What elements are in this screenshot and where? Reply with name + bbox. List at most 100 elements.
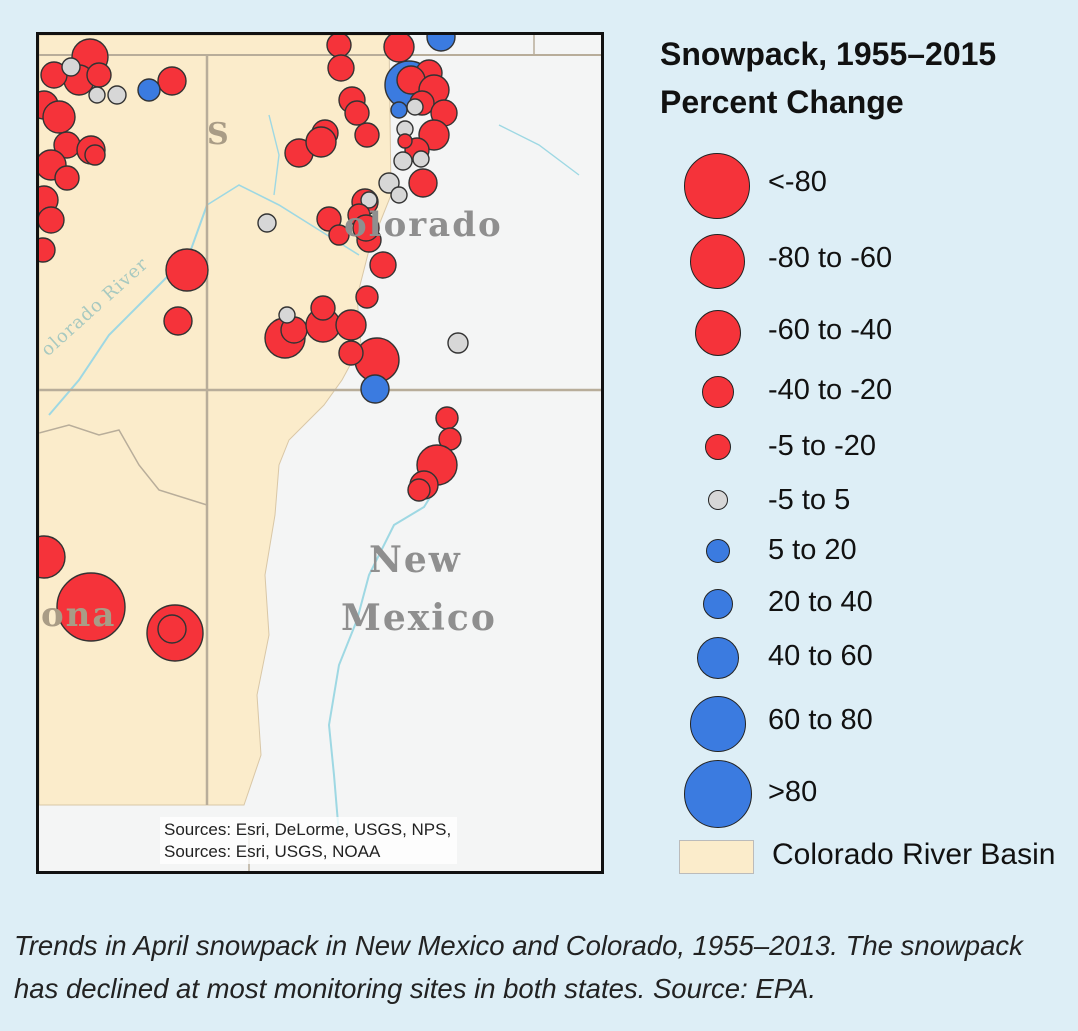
legend-item: >80 — [660, 760, 1060, 830]
station-marker — [338, 340, 364, 366]
legend-label: -60 to -40 — [768, 314, 893, 346]
legend-label: 20 to 40 — [768, 586, 873, 618]
station-marker — [257, 213, 277, 233]
station-marker — [54, 165, 80, 191]
legend-label: 40 to 60 — [768, 640, 873, 672]
river-branch — [268, 114, 280, 196]
station-marker — [107, 85, 127, 105]
station-marker — [61, 57, 81, 77]
legend-title: Snowpack, 1955–2015 Percent Change — [660, 30, 996, 126]
station-marker — [335, 309, 367, 341]
station-marker — [39, 535, 66, 579]
legend-label: -80 to -60 — [768, 242, 893, 274]
station-marker — [406, 98, 424, 116]
station-marker — [435, 406, 459, 430]
legend-title-line: Percent Change — [660, 84, 904, 120]
legend-item: 20 to 40 — [660, 584, 1060, 624]
station-marker — [390, 186, 408, 204]
legend-item: <-80 — [660, 150, 1060, 220]
legend-item: -60 to -40 — [660, 308, 1060, 356]
snowpack-map[interactable]: olorado New Mexico ona S olorado River S… — [36, 32, 604, 874]
sources-line: Sources: Esri, USGS, NOAA — [164, 842, 381, 861]
station-marker — [352, 214, 380, 242]
map-label-utah: S — [207, 117, 231, 152]
station-marker — [316, 206, 342, 232]
legend-title-line: Snowpack, 1955–2015 — [660, 36, 997, 72]
station-marker — [360, 191, 378, 209]
legend-item: 40 to 60 — [660, 634, 1060, 684]
legend-item: 60 to 80 — [660, 694, 1060, 752]
station-marker — [360, 374, 390, 404]
basin-legend-label: Colorado River Basin — [772, 838, 1056, 871]
legend-label: 5 to 20 — [768, 534, 857, 566]
large-red-circle-icon — [684, 153, 750, 219]
map-label-arizona: ona — [41, 595, 117, 635]
station-marker — [165, 248, 209, 292]
station-marker — [88, 86, 106, 104]
station-marker — [397, 133, 413, 149]
station-marker — [407, 478, 431, 502]
station-marker — [393, 151, 413, 171]
map-canvas — [39, 35, 601, 871]
map-label-colorado: olorado — [344, 205, 503, 245]
legend-item: -5 to -20 — [660, 428, 1060, 464]
station-marker — [157, 614, 187, 644]
legend-label: <-80 — [768, 166, 827, 198]
map-label-new: New — [369, 539, 462, 581]
legend-item: -80 to -60 — [660, 232, 1060, 289]
map-label-mexico: Mexico — [341, 597, 497, 639]
station-marker — [305, 126, 337, 158]
station-marker — [447, 332, 469, 354]
station-marker — [355, 285, 379, 309]
station-marker — [163, 306, 193, 336]
station-marker — [56, 572, 126, 642]
small-red-circle-icon — [705, 434, 731, 460]
river-branch — [498, 124, 580, 176]
figure-caption: Trends in April snowpack in New Mexico a… — [14, 930, 1023, 1004]
legend-label: 60 to 80 — [768, 704, 873, 736]
station-marker — [137, 78, 161, 102]
legend-item: -5 to 5 — [660, 482, 1060, 518]
station-marker — [327, 54, 355, 82]
station-marker — [328, 224, 350, 246]
map-sources-attribution: Sources: Esri, DeLorme, USGS, NPS, Sourc… — [160, 817, 458, 864]
station-marker — [383, 35, 415, 63]
county-line — [39, 424, 208, 506]
sources-line: Sources: Esri, DeLorme, USGS, NPS, — [164, 820, 452, 839]
large-blue-circle-icon — [684, 760, 752, 828]
station-marker — [86, 62, 112, 88]
legend-label: -5 to -20 — [768, 430, 876, 462]
station-marker — [39, 206, 65, 234]
monitoring-stations — [39, 35, 469, 662]
legend-label: -5 to 5 — [768, 484, 851, 516]
legend-label: -40 to -20 — [768, 374, 893, 406]
station-marker — [426, 35, 456, 52]
blue-circle-icon — [697, 637, 739, 679]
red-circle-icon — [690, 234, 745, 289]
station-marker — [390, 101, 408, 119]
station-marker — [310, 295, 336, 321]
red-circle-icon — [695, 310, 741, 356]
basin-swatch-icon — [679, 840, 754, 874]
station-marker — [369, 251, 397, 279]
station-marker — [326, 35, 352, 58]
station-marker — [408, 168, 438, 198]
station-marker — [412, 150, 430, 168]
station-marker — [42, 100, 76, 134]
station-marker — [278, 306, 296, 324]
blue-circle-icon — [690, 696, 746, 752]
station-marker — [157, 66, 187, 96]
station-marker — [354, 122, 380, 148]
small-blue-circle-icon — [706, 539, 730, 563]
station-marker — [39, 237, 56, 263]
river-branch — [48, 204, 208, 416]
legend-item: -40 to -20 — [660, 372, 1060, 410]
legend-label: >80 — [768, 776, 818, 808]
legend-item: 5 to 20 — [660, 532, 1060, 568]
blue-circle-icon — [703, 589, 733, 619]
station-marker — [344, 100, 370, 126]
rio-grande-river — [327, 474, 445, 836]
gray-circle-icon — [708, 490, 728, 510]
red-circle-icon — [702, 376, 734, 408]
station-marker — [84, 144, 106, 166]
